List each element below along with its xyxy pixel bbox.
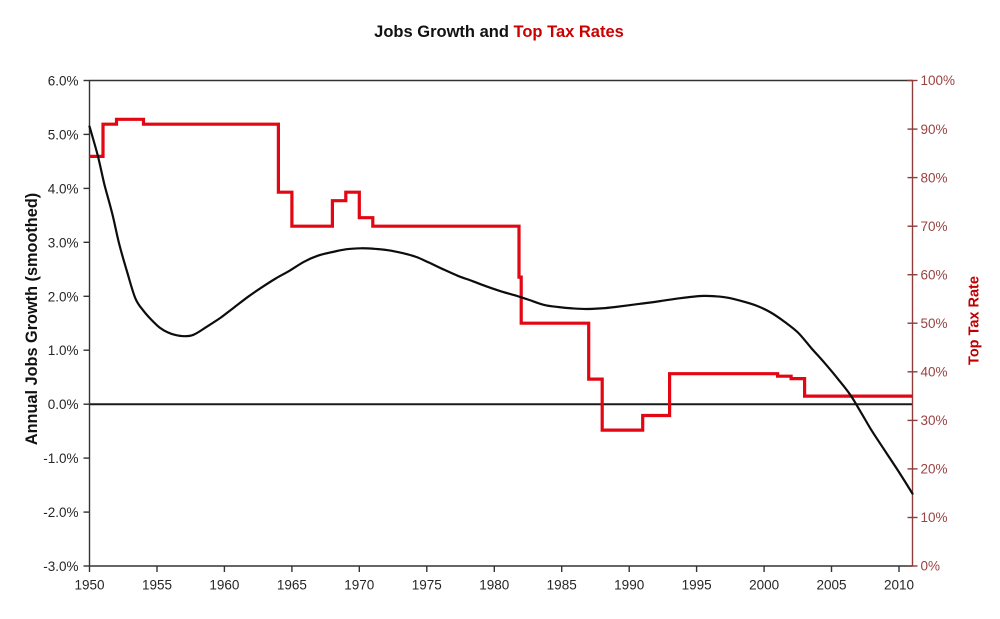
- svg-text:90%: 90%: [921, 122, 948, 137]
- svg-text:40%: 40%: [921, 365, 948, 380]
- svg-text:80%: 80%: [921, 170, 948, 185]
- svg-text:1955: 1955: [142, 578, 172, 593]
- svg-text:70%: 70%: [921, 219, 948, 234]
- svg-text:-1.0%: -1.0%: [43, 451, 78, 466]
- svg-text:10%: 10%: [921, 510, 948, 525]
- svg-text:4.0%: 4.0%: [48, 181, 79, 196]
- svg-text:2010: 2010: [884, 578, 914, 593]
- svg-text:1960: 1960: [209, 578, 239, 593]
- svg-text:-3.0%: -3.0%: [43, 559, 78, 574]
- svg-text:6.0%: 6.0%: [48, 74, 79, 89]
- svg-text:50%: 50%: [921, 316, 948, 331]
- svg-text:Annual Jobs Growth (smoothed): Annual Jobs Growth (smoothed): [23, 193, 41, 445]
- svg-text:1.0%: 1.0%: [48, 343, 79, 358]
- svg-text:2.0%: 2.0%: [48, 289, 79, 304]
- svg-text:1990: 1990: [614, 578, 644, 593]
- svg-text:Top Tax Rate: Top Tax Rate: [967, 276, 983, 365]
- svg-text:3.0%: 3.0%: [48, 235, 79, 250]
- svg-text:1985: 1985: [547, 578, 577, 593]
- svg-text:1980: 1980: [479, 578, 509, 593]
- svg-text:0.0%: 0.0%: [48, 397, 79, 412]
- svg-text:20%: 20%: [921, 462, 948, 477]
- svg-text:-2.0%: -2.0%: [43, 505, 78, 520]
- svg-text:2000: 2000: [749, 578, 779, 593]
- svg-text:30%: 30%: [921, 413, 948, 428]
- svg-text:5.0%: 5.0%: [48, 127, 79, 142]
- svg-text:Jobs Growth and Top Tax Rates: Jobs Growth and Top Tax Rates: [374, 23, 624, 41]
- svg-text:1965: 1965: [277, 578, 307, 593]
- svg-text:1970: 1970: [344, 578, 374, 593]
- svg-text:1950: 1950: [74, 578, 104, 593]
- svg-text:1975: 1975: [412, 578, 442, 593]
- svg-text:1995: 1995: [682, 578, 712, 593]
- svg-text:100%: 100%: [921, 73, 956, 88]
- svg-text:0%: 0%: [921, 559, 941, 574]
- svg-text:60%: 60%: [921, 267, 948, 282]
- svg-text:2005: 2005: [816, 578, 846, 593]
